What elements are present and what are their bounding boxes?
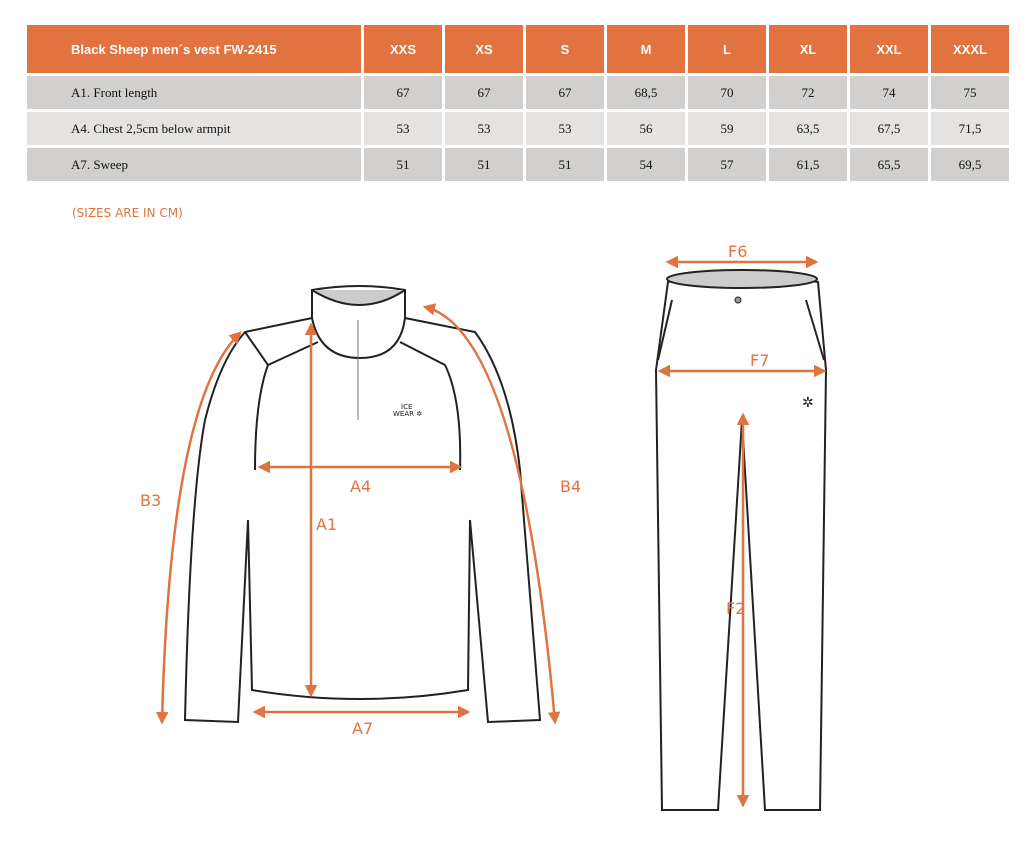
size-value: 68,5	[607, 76, 685, 109]
size-value: 67	[364, 76, 442, 109]
label-b4: B4	[560, 477, 581, 496]
size-value: 67,5	[850, 112, 928, 145]
size-value: 69,5	[931, 148, 1009, 181]
jacket-drawing	[183, 285, 542, 724]
size-value: 53	[364, 112, 442, 145]
size-header: XXL	[850, 25, 928, 73]
label-f7: F7	[750, 351, 769, 370]
label-f6: F6	[728, 242, 747, 261]
size-value: 57	[688, 148, 766, 181]
brand-logo: ICE	[401, 403, 412, 411]
row-label: A4. Chest 2,5cm below armpit	[27, 112, 361, 145]
label-f2: F2	[726, 599, 745, 618]
table-row: A7. Sweep 51 51 51 54 57 61,5 65,5 69,5	[27, 148, 1009, 181]
snowflake-logo-icon: ✲	[802, 396, 814, 411]
size-header: M	[607, 25, 685, 73]
size-value: 54	[607, 148, 685, 181]
size-header: XL	[769, 25, 847, 73]
size-value: 51	[445, 148, 523, 181]
size-value: 59	[688, 112, 766, 145]
size-value: 51	[526, 148, 604, 181]
size-value: 61,5	[769, 148, 847, 181]
size-value: 74	[850, 76, 928, 109]
measurement-arrows	[156, 255, 827, 808]
size-value: 71,5	[931, 112, 1009, 145]
pants-drawing	[654, 269, 828, 811]
size-header: XXXL	[931, 25, 1009, 73]
size-header: XXS	[364, 25, 442, 73]
size-header: S	[526, 25, 604, 73]
table-row: A1. Front length 67 67 67 68,5 70 72 74 75	[27, 76, 1009, 109]
size-header: L	[688, 25, 766, 73]
size-value: 53	[526, 112, 604, 145]
size-value: 53	[445, 112, 523, 145]
label-a7: A7	[352, 719, 373, 738]
label-a1: A1	[316, 515, 337, 534]
svg-text:WEAR ✲: WEAR ✲	[393, 410, 422, 418]
size-value: 67	[526, 76, 604, 109]
size-value: 56	[607, 112, 685, 145]
units-note: (SIZES ARE IN CM)	[72, 206, 183, 220]
size-value: 51	[364, 148, 442, 181]
size-table: Black Sheep men´s vest FW-2415 XXS XS S …	[24, 22, 1012, 184]
size-value: 75	[931, 76, 1009, 109]
table-title: Black Sheep men´s vest FW-2415	[27, 25, 361, 73]
size-value: 72	[769, 76, 847, 109]
size-value: 70	[688, 76, 766, 109]
label-b3: B3	[140, 491, 161, 510]
row-label: A1. Front length	[27, 76, 361, 109]
label-a4: A4	[350, 477, 371, 496]
size-value: 67	[445, 76, 523, 109]
size-header: XS	[445, 25, 523, 73]
row-label: A7. Sweep	[27, 148, 361, 181]
size-value: 63,5	[769, 112, 847, 145]
table-row: A4. Chest 2,5cm below armpit 53 53 53 56 59 63…	[27, 112, 1009, 145]
size-value: 65,5	[850, 148, 928, 181]
